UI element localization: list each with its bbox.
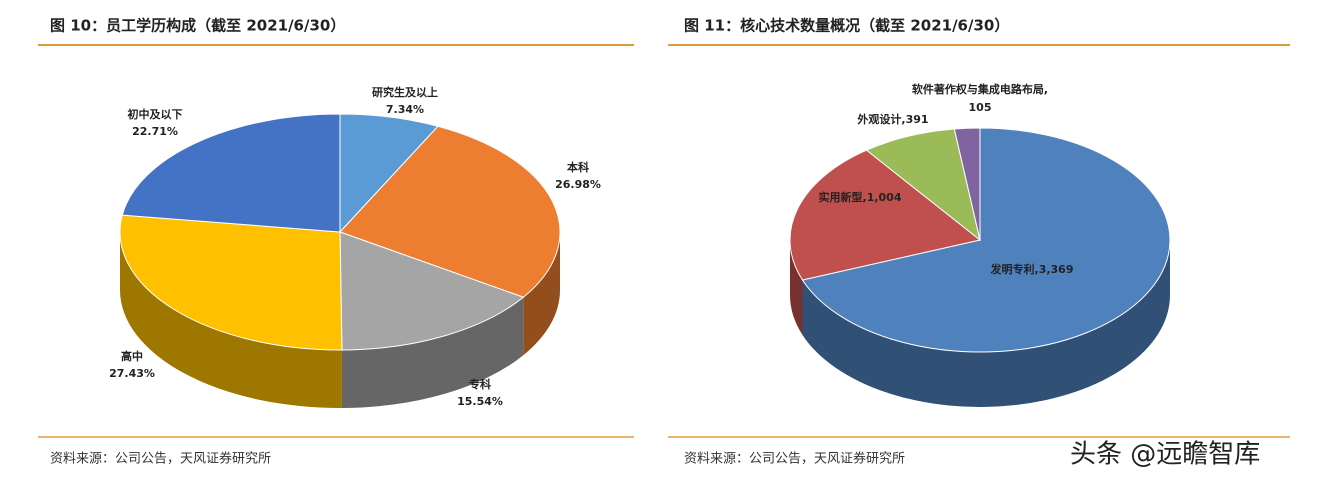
value-label: 7.34% [386, 103, 424, 116]
slice-side [120, 232, 342, 408]
category-label: 软件著作权与集成电路布局 [912, 82, 1044, 96]
slice [865, 128, 981, 242]
category-label: 研究生及以上 [372, 85, 438, 99]
data-label: 外观设计,391 [856, 112, 928, 126]
slice [339, 231, 525, 351]
category-label: 外观设计 [856, 112, 901, 126]
chart-title: 图 11：核心技术数量概况（截至 2021/6/30） [684, 17, 1009, 35]
slice-side [802, 240, 1170, 408]
value-label: 22.71% [132, 125, 178, 138]
label-separator: , [863, 191, 867, 204]
slice [801, 127, 1171, 353]
slice [339, 113, 439, 234]
category-label: 实用新型 [819, 190, 863, 204]
slice-side [341, 297, 524, 408]
source: 资料来源：公司公告，天风证券研究所 [50, 451, 271, 467]
category-label: 高中 [121, 349, 143, 363]
category-label: 初中及以下 [128, 107, 183, 121]
label-separator: , [901, 113, 905, 126]
category-label: 发明专利 [990, 262, 1035, 276]
slice [789, 149, 982, 281]
slice [953, 127, 981, 241]
label-separator: , [1035, 263, 1039, 276]
value-label: 27.43% [109, 367, 155, 380]
slice-side [790, 240, 803, 335]
value-label: 15.54% [457, 395, 503, 408]
category-label: 本科 [567, 160, 589, 174]
value-label: 26.98% [555, 178, 601, 191]
slice [339, 125, 561, 298]
slice [121, 113, 341, 233]
source: 资料来源：公司公告，天风证券研究所 [684, 451, 905, 467]
value-label: 105 [969, 101, 992, 114]
value-label: 1,004 [867, 191, 902, 204]
data-label: 发明专利,3,369 [990, 262, 1074, 276]
pie [119, 113, 561, 408]
label-separator: , [1044, 83, 1048, 96]
chart-title: 图 10：员工学历构成（截至 2021/6/30） [50, 17, 345, 35]
value-label: 3,369 [1039, 263, 1074, 276]
slice-side [523, 232, 560, 356]
category-label: 专科 [469, 377, 491, 391]
pie [789, 127, 1171, 408]
slice [119, 214, 343, 351]
data-label: 实用新型,1,004 [819, 190, 902, 204]
data-label: 软件著作权与集成电路布局, 105 [912, 82, 1048, 114]
watermark: 头条 @远瞻智库 [1070, 440, 1260, 470]
value-label: 391 [906, 113, 929, 126]
